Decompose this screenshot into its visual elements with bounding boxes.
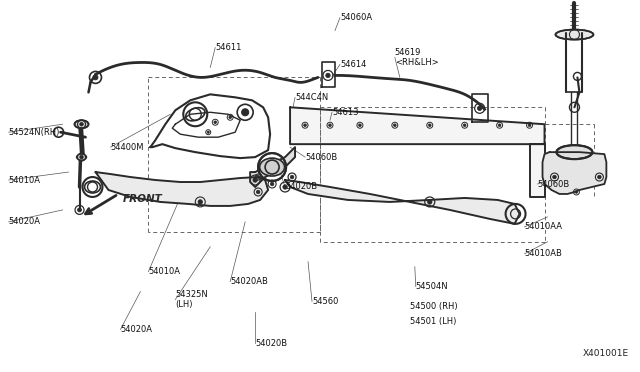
Circle shape [598, 175, 601, 179]
Circle shape [304, 124, 307, 126]
Circle shape [242, 109, 249, 116]
Text: 54325N
(LH): 54325N (LH) [175, 290, 208, 309]
Circle shape [77, 208, 81, 212]
Text: 54010AA: 54010AA [525, 222, 563, 231]
Text: 54524N(RH): 54524N(RH) [9, 128, 60, 137]
Ellipse shape [556, 30, 593, 39]
Circle shape [358, 124, 361, 126]
Text: X401001E: X401001E [583, 349, 629, 358]
Ellipse shape [77, 154, 86, 160]
Text: 54010AB: 54010AB [525, 249, 563, 258]
Ellipse shape [74, 120, 88, 128]
Circle shape [394, 124, 396, 126]
Circle shape [326, 73, 330, 78]
Text: 54060B: 54060B [305, 153, 337, 161]
Text: 54619
<RH&LH>: 54619 <RH&LH> [395, 48, 438, 67]
Circle shape [253, 178, 257, 182]
Ellipse shape [557, 145, 593, 159]
Circle shape [207, 131, 209, 133]
Text: 54060B: 54060B [538, 180, 570, 189]
Text: 54020B: 54020B [285, 183, 317, 192]
Text: 54010A: 54010A [148, 267, 180, 276]
Circle shape [270, 182, 274, 186]
Circle shape [463, 124, 466, 126]
Polygon shape [250, 147, 295, 187]
Circle shape [291, 175, 294, 179]
Circle shape [477, 106, 482, 110]
Polygon shape [529, 144, 545, 197]
Circle shape [553, 175, 556, 179]
Circle shape [257, 190, 260, 194]
Text: 54500 (RH): 54500 (RH) [410, 302, 458, 311]
Text: 54020B: 54020B [255, 339, 287, 348]
Circle shape [257, 176, 259, 179]
Circle shape [229, 116, 232, 119]
Circle shape [283, 185, 287, 189]
Circle shape [80, 122, 83, 126]
Text: 54060A: 54060A [340, 13, 372, 22]
Text: 54400M: 54400M [111, 142, 144, 152]
Text: 54020A: 54020A [9, 217, 41, 227]
Text: 54020A: 54020A [120, 325, 152, 334]
Text: 54010A: 54010A [9, 176, 41, 185]
Text: 54504N: 54504N [416, 282, 449, 291]
Text: 54611: 54611 [215, 43, 242, 52]
Text: 54501 (LH): 54501 (LH) [410, 317, 456, 326]
Circle shape [93, 75, 98, 80]
Text: 54020AB: 54020AB [230, 277, 268, 286]
Polygon shape [543, 152, 606, 194]
Circle shape [575, 190, 578, 193]
Circle shape [528, 124, 531, 126]
Text: 544C4N: 544C4N [295, 93, 328, 102]
Circle shape [198, 200, 202, 204]
Circle shape [499, 124, 501, 126]
Text: 54560: 54560 [312, 297, 339, 306]
Ellipse shape [260, 158, 285, 176]
Circle shape [214, 121, 216, 124]
Circle shape [80, 155, 83, 159]
Circle shape [328, 124, 332, 126]
Polygon shape [290, 107, 545, 144]
Polygon shape [285, 180, 520, 224]
Text: 54613: 54613 [332, 108, 358, 117]
Text: 54614: 54614 [340, 60, 366, 69]
Circle shape [428, 124, 431, 126]
Circle shape [428, 200, 432, 204]
Polygon shape [95, 172, 268, 206]
Text: FRONT: FRONT [122, 194, 162, 204]
